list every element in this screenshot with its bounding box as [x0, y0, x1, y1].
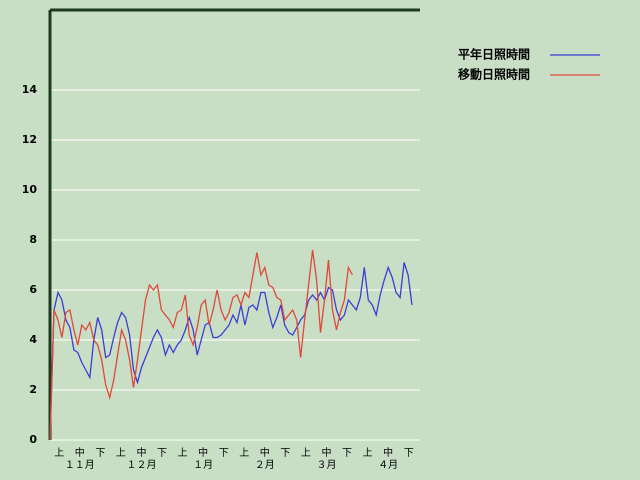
x-tick-label: 下 — [342, 448, 352, 459]
legend-label: 移動日照時間 — [458, 67, 530, 82]
legend-label: 平年日照時間 — [458, 47, 530, 62]
y-tick-label: 0 — [29, 433, 37, 446]
x-tick-label: 上 — [301, 447, 311, 459]
series-line — [49, 249, 353, 441]
x-tick-label: 上 — [116, 447, 126, 459]
month-label: １１月 — [65, 459, 95, 471]
x-tick-label: 上 — [54, 447, 64, 459]
x-tick-label: 中 — [260, 446, 270, 459]
x-tick-label: 中 — [321, 446, 331, 459]
x-tick-label: 下 — [404, 448, 414, 459]
y-tick-label: 4 — [29, 333, 37, 346]
month-label: １２月 — [126, 459, 156, 471]
y-tick-label: 8 — [29, 233, 37, 246]
x-tick-label: 下 — [95, 448, 105, 459]
x-tick-label: 上 — [178, 447, 188, 459]
x-tick-label: 中 — [198, 446, 208, 459]
x-tick-label: 下 — [280, 448, 290, 459]
y-tick-label: 12 — [22, 133, 37, 146]
x-tick-label: 下 — [157, 448, 167, 459]
month-label: ２月 — [255, 459, 275, 471]
x-tick-label: 中 — [136, 446, 146, 459]
series-line — [49, 262, 413, 441]
y-tick-label: 14 — [22, 83, 38, 96]
x-tick-label: 中 — [75, 446, 85, 459]
x-tick-label: 上 — [239, 447, 249, 459]
month-label: １月 — [193, 459, 213, 471]
y-tick-label: 10 — [22, 183, 38, 196]
month-label: ４月 — [378, 459, 398, 471]
y-tick-label: 2 — [29, 383, 37, 396]
x-tick-label: 中 — [383, 446, 393, 459]
x-tick-label: 上 — [363, 447, 373, 459]
month-label: ３月 — [316, 459, 336, 471]
y-tick-label: 6 — [29, 283, 37, 296]
x-tick-label: 下 — [219, 448, 229, 459]
